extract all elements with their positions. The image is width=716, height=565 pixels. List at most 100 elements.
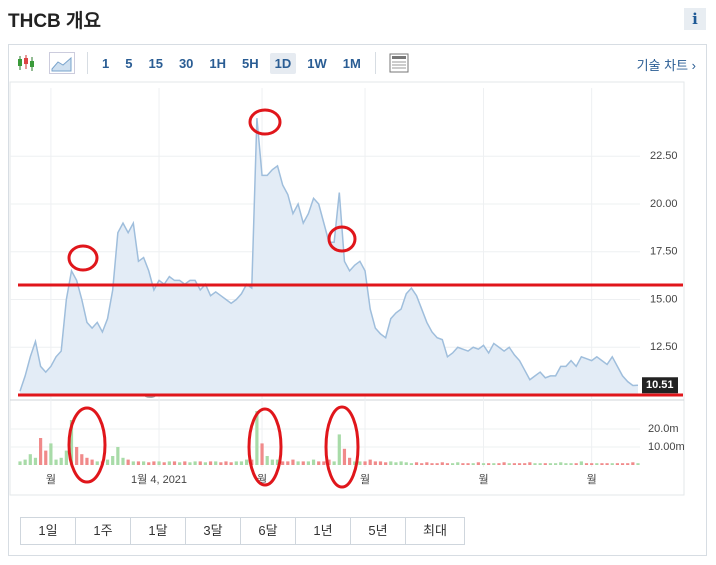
volume-bar — [425, 462, 429, 465]
volume-bar — [409, 463, 413, 465]
range-button[interactable]: 1달 — [131, 518, 186, 544]
volume-bar — [610, 463, 614, 465]
interval-button[interactable]: 1W — [307, 55, 327, 71]
annotation-circle — [324, 405, 360, 489]
x-tick-label: 월 — [360, 473, 370, 486]
volume-bar — [23, 459, 27, 465]
volume-bar — [564, 463, 568, 465]
interval-button[interactable]: 1D — [269, 52, 297, 74]
volume-bar — [95, 461, 99, 465]
volume-bar — [363, 461, 367, 465]
volume-bar — [373, 461, 377, 465]
volume-bar — [466, 463, 470, 465]
y2-tick-label: 20.0m — [648, 423, 679, 435]
interval-button[interactable]: 15 — [148, 55, 163, 71]
volume-bar — [348, 457, 352, 465]
volume-bar — [33, 457, 38, 465]
volume-bar — [301, 461, 305, 465]
volume-bar — [533, 463, 537, 465]
volume-bar — [394, 462, 398, 465]
volume-bar — [245, 459, 249, 465]
volume-bar — [198, 461, 202, 465]
volume-bar — [384, 462, 388, 465]
volume-bar — [162, 462, 166, 465]
annotation-circle — [327, 225, 357, 253]
volume-bar — [368, 459, 372, 465]
volume-bar — [69, 420, 74, 465]
volume-bar — [322, 461, 326, 465]
last-price-box — [642, 377, 678, 394]
annotation-circle — [67, 406, 107, 484]
volume-bar — [456, 462, 460, 465]
candle-icon[interactable] — [15, 53, 37, 73]
volume-bar — [636, 463, 640, 465]
volume-bar — [64, 450, 68, 465]
volume-bar — [445, 463, 450, 465]
volume-bar — [193, 461, 197, 465]
range-button[interactable]: 1주 — [76, 518, 131, 544]
volume-bar — [543, 463, 547, 465]
volume-bar — [219, 462, 223, 465]
volume-bar — [497, 463, 501, 465]
volume-bar — [203, 462, 207, 465]
volume-bar — [461, 463, 465, 465]
info-button[interactable]: i — [684, 8, 706, 30]
volume-bar — [49, 443, 53, 465]
area-icon[interactable] — [49, 52, 75, 74]
interval-button[interactable]: 5 — [125, 55, 133, 71]
volume-bar — [600, 463, 604, 465]
volume-bar — [507, 463, 511, 465]
volume-bar — [435, 463, 439, 465]
volume-bar — [142, 461, 146, 465]
interval-button[interactable]: 30 — [178, 55, 194, 71]
interval-button[interactable]: 1 — [102, 55, 110, 71]
interval-button[interactable]: 1H — [209, 55, 227, 71]
volume-bar — [517, 463, 522, 465]
annotation-circle — [67, 244, 99, 272]
volume-bar — [404, 462, 408, 465]
volume-bar — [332, 461, 336, 465]
volume-bar — [523, 463, 527, 465]
volume-bar — [291, 459, 295, 465]
volume-bar — [440, 462, 444, 465]
y-tick-label: 22.50 — [650, 150, 678, 162]
volume-bar — [286, 461, 290, 465]
volume-bar — [590, 463, 594, 465]
volume-bar — [183, 461, 187, 465]
volume-bar — [121, 457, 125, 465]
x-tick-label: 월 — [257, 473, 267, 486]
range-button[interactable]: 1년 — [296, 518, 351, 544]
technical-chart-link[interactable]: 기술 차트 › — [636, 58, 696, 73]
volume-bar — [147, 462, 151, 465]
volume-bar — [90, 459, 94, 465]
volume-bar — [157, 461, 161, 465]
x-tick-label: 월 — [478, 473, 488, 486]
range-button[interactable]: 5년 — [351, 518, 406, 544]
volume-bar — [626, 463, 630, 465]
y2-tick-label: 10.00m — [648, 441, 685, 453]
range-button[interactable]: 최대 — [423, 523, 447, 538]
interval-button[interactable]: 5H — [242, 55, 259, 71]
range-button[interactable]: 3달 — [186, 518, 241, 544]
volume-bar — [512, 463, 516, 465]
volume-bar — [270, 459, 274, 465]
table-icon[interactable] — [388, 53, 410, 73]
interval-button[interactable]: 1M — [342, 55, 361, 71]
volume-bar — [584, 463, 589, 465]
y-tick-label: 15.00 — [650, 293, 678, 305]
range-button[interactable]: 6달 — [241, 518, 296, 544]
volume-bar — [255, 411, 259, 465]
volume-bar — [492, 463, 496, 465]
volume-bar — [131, 461, 135, 465]
annotation-circle — [248, 108, 282, 136]
volume-bar — [136, 461, 141, 465]
volume-bar — [126, 459, 130, 465]
x-tick-label: 월 — [587, 473, 597, 486]
volume-bar — [59, 457, 63, 465]
volume-bar — [44, 450, 48, 465]
volume-bar — [39, 438, 43, 465]
volume-bar — [54, 459, 58, 465]
range-button[interactable]: 1일 — [21, 518, 76, 544]
